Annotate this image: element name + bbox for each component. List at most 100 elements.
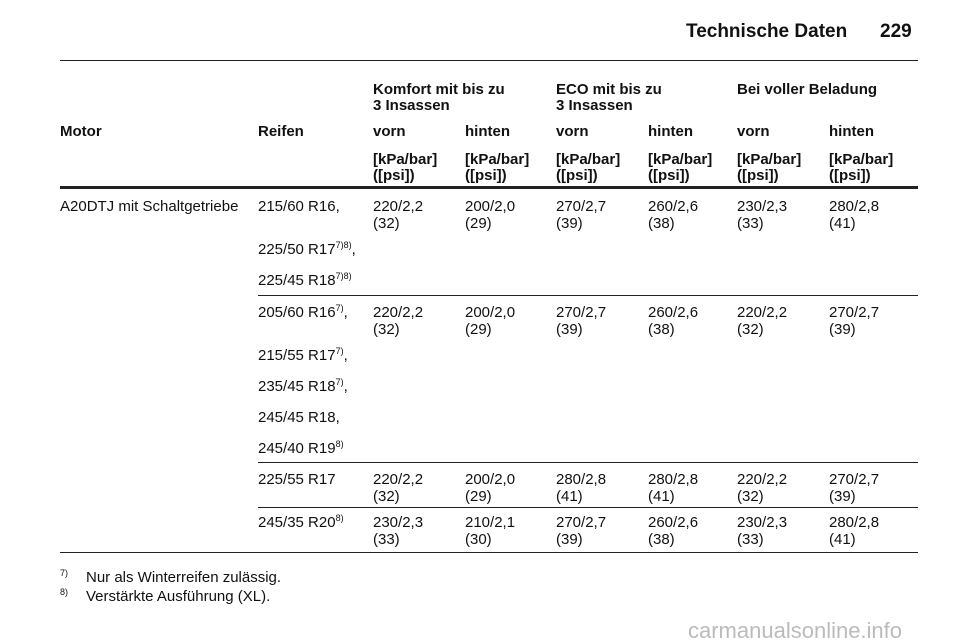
tire-text: 225/50 R17 <box>258 241 336 258</box>
pressure-value: (29) <box>465 321 492 338</box>
tire-size: 245/45 R18, <box>258 409 340 426</box>
pressure-value: (30) <box>465 531 492 548</box>
pressure-value: 200/2,0 <box>465 198 516 215</box>
pressure-value: 220/2,2 <box>373 471 424 488</box>
motor: A20DTJ mit Schaltgetriebe <box>60 198 239 215</box>
tire-suffix: , <box>351 241 356 258</box>
unit-header: ([psi]) <box>648 167 690 184</box>
group-header: Komfort mit bis zu <box>373 81 505 98</box>
pressure-value: (39) <box>556 215 583 232</box>
pressure-value: (32) <box>737 488 764 505</box>
pressure-value: 260/2,6 <box>648 514 699 531</box>
pressure-value: 200/2,0 <box>465 471 516 488</box>
pressure-value: 280/2,8 <box>556 471 607 488</box>
pressure-value: 220/2,2 <box>373 304 424 321</box>
column-header: vorn <box>373 123 406 140</box>
tire-suffix: , <box>343 304 348 321</box>
tire-size: 245/40 R198) <box>258 439 344 458</box>
header-title: Technische Daten <box>686 21 848 42</box>
footnote-ref: 8) <box>335 513 344 523</box>
column-header: vorn <box>556 123 589 140</box>
pressure-value: (32) <box>373 215 400 232</box>
pressure-value: (41) <box>648 488 675 505</box>
row-rule <box>258 462 918 463</box>
unit-header: ([psi]) <box>737 167 779 184</box>
pressure-value: (32) <box>737 321 764 338</box>
footnote-ref: 7) <box>335 346 344 356</box>
pressure-value: 230/2,3 <box>737 514 788 531</box>
column-header: hinten <box>829 123 874 140</box>
pressure-value: 200/2,0 <box>465 304 516 321</box>
pressure-value: 280/2,8 <box>829 514 880 531</box>
pressure-value: (32) <box>373 321 400 338</box>
pressure-value: 270/2,7 <box>556 198 607 215</box>
unit-header: [kPa/bar] <box>648 151 713 168</box>
pressure-value: (38) <box>648 531 675 548</box>
pressure-value: (38) <box>648 215 675 232</box>
tire-size: 215/55 R177), <box>258 346 348 365</box>
pressure-value: (39) <box>556 531 583 548</box>
group-header: Bei voller Beladung <box>737 81 878 98</box>
footnote-text: Verstärkte Ausführung (XL). <box>86 588 271 605</box>
header-rule <box>60 60 918 61</box>
pressure-value: 210/2,1 <box>465 514 516 531</box>
tire-size: 205/60 R167), <box>258 304 348 322</box>
pressure-value: 230/2,3 <box>373 514 424 531</box>
pressure-value: 270/2,7 <box>829 471 880 488</box>
tire-text: 225/55 R17 <box>258 471 336 488</box>
group-header: 3 Insassen <box>373 97 450 114</box>
unit-header: [kPa/bar] <box>373 151 438 168</box>
pressure-value: (38) <box>648 321 675 338</box>
tire-size: 225/45 R187)8) <box>258 271 352 290</box>
pressure-value: 230/2,3 <box>737 198 788 215</box>
watermark: carmanualsonline.info <box>688 618 903 642</box>
pressure-value: 270/2,7 <box>556 514 607 531</box>
tire-text: 245/45 R18, <box>258 409 340 426</box>
tire-suffix: , <box>343 378 348 395</box>
group-header: ECO mit bis zu <box>556 81 662 98</box>
unit-header: ([psi]) <box>373 167 415 184</box>
unit-header: ([psi]) <box>556 167 598 184</box>
header-table-rule <box>60 186 918 189</box>
unit-header: [kPa/bar] <box>556 151 621 168</box>
tire-suffix: , <box>343 347 348 364</box>
row-rule <box>258 295 918 296</box>
pressure-value: (32) <box>373 488 400 505</box>
footnote-mark: 8) <box>60 587 69 597</box>
pressure-value: 220/2,2 <box>737 471 788 488</box>
tire-size: 245/35 R208) <box>258 513 344 532</box>
unit-header: [kPa/bar] <box>737 151 802 168</box>
row-rule <box>258 507 918 508</box>
tire-text: 245/35 R20 <box>258 514 336 531</box>
tire-size: 215/60 R16, <box>258 198 340 215</box>
unit-header: [kPa/bar] <box>465 151 530 168</box>
pressure-value: 280/2,8 <box>829 198 880 215</box>
tire-text: 245/40 R19 <box>258 440 336 457</box>
tire-size: 235/45 R187), <box>258 378 348 396</box>
tire-size: 225/50 R177)8), <box>258 241 356 259</box>
pressure-value: 220/2,2 <box>737 304 788 321</box>
pressure-value: (41) <box>556 488 583 505</box>
pressure-value: 270/2,7 <box>556 304 607 321</box>
pressure-value: 260/2,6 <box>648 304 699 321</box>
pressure-value: (29) <box>465 488 492 505</box>
footnote-ref: 7)8) <box>335 271 352 281</box>
tire-size: 225/55 R17 <box>258 471 336 488</box>
footnote-ref: 8) <box>335 439 344 449</box>
footnote-mark: 7) <box>60 568 69 578</box>
unit-header: ([psi]) <box>829 167 871 184</box>
column-header: Reifen <box>258 123 304 140</box>
page-number: 229 <box>880 21 912 42</box>
pressure-value: 260/2,6 <box>648 198 699 215</box>
pressure-value: (33) <box>373 531 400 548</box>
pressure-value: 220/2,2 <box>373 198 424 215</box>
unit-header: ([psi]) <box>465 167 507 184</box>
pressure-value: (41) <box>829 531 856 548</box>
pressure-value: (41) <box>829 215 856 232</box>
tire-text: 215/55 R17 <box>258 347 336 364</box>
tire-text: 225/45 R18 <box>258 272 336 289</box>
pressure-value: 280/2,8 <box>648 471 699 488</box>
pressure-value: (33) <box>737 215 764 232</box>
column-header: hinten <box>465 123 510 140</box>
